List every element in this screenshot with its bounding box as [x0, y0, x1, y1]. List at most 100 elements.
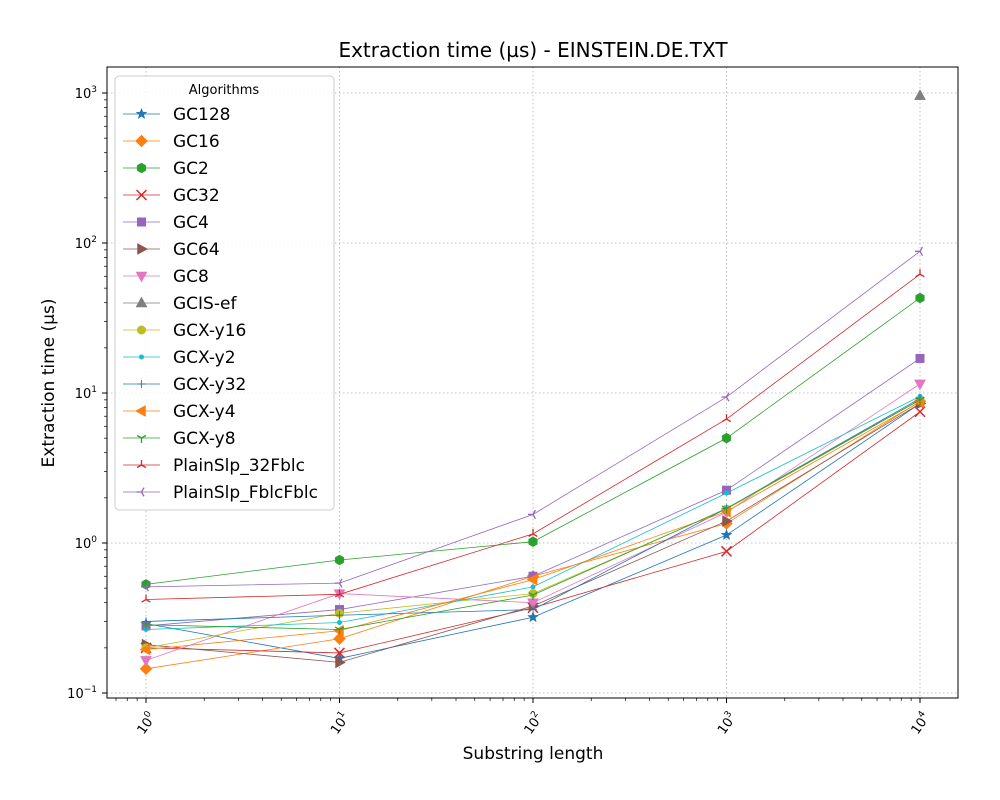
legend-marker [135, 107, 148, 120]
legend-marker [136, 434, 147, 443]
series-gcx-y8 [141, 396, 925, 635]
data-point-gc32 [720, 545, 733, 557]
data-point-gc128 [527, 611, 539, 623]
legend-label: GCX-y2 [173, 348, 236, 368]
legend-marker [136, 487, 145, 497]
data-point-plainslp-32fblc [915, 269, 925, 278]
legend-label: GCX-y32 [173, 375, 246, 395]
data-point-plainslp-fblcfblc [721, 392, 730, 402]
legend-marker [135, 296, 148, 308]
legend-label: GCIS-ef [173, 294, 237, 314]
legend-marker [137, 380, 146, 388]
data-point-gcx-y4 [139, 643, 151, 656]
legend-entry-gc8: GC8 [123, 267, 209, 287]
y-tick-label: 10−1 [67, 685, 97, 702]
legend-entry-gcx-y16: GCX-y16 [123, 321, 246, 341]
legend-marker [137, 217, 146, 227]
data-point-gc2 [915, 292, 925, 304]
data-point-gc2 [721, 432, 732, 444]
y-tick-label: 100 [75, 535, 98, 552]
data-point-gc16 [139, 662, 153, 676]
legend-marker [135, 271, 148, 283]
data-point-plainslp-32fblc [528, 528, 538, 537]
legend-entry-gcis-ef: GCIS-ef [123, 294, 237, 314]
data-point-gcx-y32 [335, 611, 344, 620]
legend-marker [137, 325, 146, 335]
data-point-gc128 [720, 528, 733, 541]
chart-title: Extraction time (µs) - EINSTEIN.DE.TXT [338, 38, 728, 62]
legend-entry-gc128: GC128 [123, 105, 231, 125]
legend-label: PlainSlp_32Fblc [173, 456, 305, 476]
data-point-gcis-ef [914, 89, 926, 100]
series-gcis-ef [914, 89, 926, 100]
legend-items: GC128 GC16 GC2 GC32 GC4 GC64 GC8 GCIS-ef GCX-y16… [123, 105, 318, 503]
plot-frame [106, 66, 959, 699]
series-layer [139, 89, 927, 676]
legend-marker [135, 189, 148, 201]
legend-entry-gcx-y4: GCX-y4 [123, 402, 236, 422]
data-point-plainslp-32fblc [721, 414, 732, 423]
legend-label: PlainSlp_FblcFblc [173, 483, 318, 503]
data-point-gcx-y8 [528, 591, 538, 601]
data-point-plainslp-fblcfblc [141, 582, 150, 592]
legend-label: GCX-y4 [173, 402, 236, 422]
legend-label: GC32 [173, 186, 220, 206]
y-tick-label: 101 [75, 385, 97, 402]
data-point-plainslp-fblcfblc [334, 578, 343, 588]
data-point-gcx-y2 [724, 490, 729, 496]
data-point-gcx-y8 [141, 621, 151, 630]
legend: Algorithms GC128 GC16 GC2 GC32 GC4 GC64 GC8 GCI… [114, 75, 335, 511]
data-point-gcx-y2 [530, 584, 536, 590]
legend-entry-plainslp-fblcfblc: PlainSlp_FblcFblc [123, 483, 318, 503]
data-point-gc64 [335, 656, 347, 669]
legend-label: GC16 [173, 132, 220, 152]
legend-marker [134, 405, 146, 417]
legend-label: GCX-y16 [173, 321, 246, 341]
legend-label: GC64 [173, 240, 220, 260]
data-point-gcx-y8 [721, 505, 732, 514]
legend-entry-gc16: GC16 [123, 132, 220, 152]
data-point-gcx-y16 [528, 589, 538, 599]
series-plainslp-fblcfblc [141, 246, 924, 592]
series-gcx-y2 [143, 393, 923, 633]
legend-box [114, 75, 335, 511]
data-point-gc4 [722, 485, 731, 495]
data-point-gc8 [140, 656, 152, 667]
data-point-gc8 [914, 379, 926, 391]
legend-label: GCX-y8 [173, 429, 236, 449]
legend-marker [137, 243, 149, 255]
y-tick-label: 103 [75, 85, 97, 102]
y-axis-label: Extraction time (µs) [39, 299, 59, 468]
data-point-gc64 [722, 515, 734, 528]
legend-entry-gcx-y32: GCX-y32 [123, 375, 246, 395]
y-tick-label: 102 [75, 235, 97, 252]
legend-marker [136, 460, 147, 469]
data-point-gcx-y32 [529, 605, 537, 614]
data-point-gcx-y8 [915, 396, 925, 405]
legend-entry-gcx-y2: GCX-y2 [123, 348, 236, 368]
data-point-gc2 [334, 554, 345, 566]
legend-label: GC128 [173, 105, 231, 125]
legend-label: GC8 [173, 267, 209, 287]
data-point-gc4 [915, 353, 925, 363]
data-point-gcx-y4 [526, 573, 538, 586]
data-point-plainslp-32fblc [334, 589, 345, 598]
legend-entry-gc2: GC2 [123, 159, 209, 179]
legend-marker [136, 162, 147, 174]
legend-entry-gc32: GC32 [123, 186, 220, 206]
legend-label: GC2 [173, 159, 209, 179]
legend-entry-plainslp-32fblc: PlainSlp_32Fblc [123, 456, 305, 476]
data-point-plainslp-32fblc [141, 594, 151, 603]
data-point-gc2 [528, 536, 538, 547]
y-axis-ticks: 10−1 100 101 102 103 [67, 85, 107, 702]
legend-title: Algorithms [189, 83, 260, 98]
data-point-plainslp-fblcfblc [528, 509, 537, 520]
x-axis-label: Substring length [463, 744, 604, 764]
data-point-plainslp-fblcfblc [915, 246, 924, 256]
legend-label: GC4 [173, 213, 209, 233]
legend-marker [139, 354, 144, 360]
legend-entry-gc4: GC4 [123, 213, 209, 233]
series-plainslp-32fblc [141, 269, 925, 603]
data-point-gc32 [333, 647, 346, 659]
